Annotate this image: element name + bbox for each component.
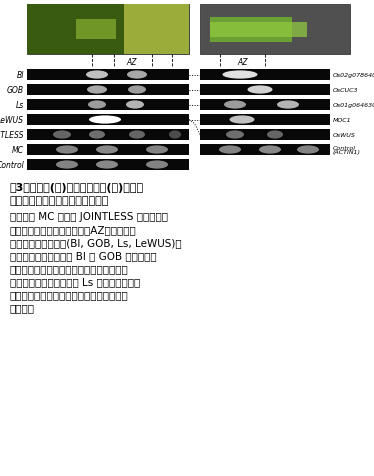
Bar bbox=[27, 145, 189, 156]
Text: 形成部特異的発現遗伝子の共通性: 形成部特異的発現遗伝子の共通性 bbox=[10, 196, 109, 206]
Ellipse shape bbox=[146, 146, 168, 154]
Bar bbox=[200, 130, 330, 141]
Text: 図3　トマト(左)と脱粒型イネ(右)の離層: 図3 トマト(左)と脱粒型イネ(右)の離層 bbox=[10, 183, 144, 193]
Bar bbox=[124, 5, 189, 55]
Ellipse shape bbox=[224, 101, 246, 109]
Text: トマト MC および JOINTLESS に制御され: トマト MC および JOINTLESS に制御され bbox=[10, 211, 168, 221]
Text: 見出された。このうち Bl と GOB について、: 見出された。このうち Bl と GOB について、 bbox=[10, 250, 157, 260]
Ellipse shape bbox=[219, 146, 241, 154]
Bar bbox=[200, 145, 330, 156]
Bar bbox=[27, 100, 189, 111]
Ellipse shape bbox=[96, 146, 118, 154]
Bar bbox=[27, 5, 189, 55]
Text: イネの相同遗伝子も果梗離層部で特異的に: イネの相同遗伝子も果梗離層部で特異的に bbox=[10, 263, 129, 273]
Ellipse shape bbox=[146, 161, 168, 169]
Bar bbox=[27, 130, 189, 141]
Ellipse shape bbox=[96, 161, 118, 169]
Text: JOINTLESS: JOINTLESS bbox=[0, 131, 24, 140]
Ellipse shape bbox=[56, 161, 78, 169]
Text: 発現が認められた。また Ls 相同遗伝子につ: 発現が認められた。また Ls 相同遗伝子につ bbox=[10, 277, 140, 287]
Bar bbox=[200, 5, 350, 55]
Text: いてもイネ離層で発現が認められるものが: いてもイネ離層で発現が認められるものが bbox=[10, 289, 129, 299]
Ellipse shape bbox=[259, 146, 281, 154]
Ellipse shape bbox=[297, 146, 319, 154]
Text: OsWUS: OsWUS bbox=[333, 133, 356, 138]
Text: 発現している遗伝子(Bl, GOB, Ls, LeWUS)が: 発現している遗伝子(Bl, GOB, Ls, LeWUS)が bbox=[10, 238, 182, 248]
Ellipse shape bbox=[87, 86, 107, 94]
Text: AZ: AZ bbox=[127, 58, 137, 67]
Text: LeWUS: LeWUS bbox=[0, 116, 24, 125]
Text: Control: Control bbox=[0, 161, 24, 169]
Text: Os01g0646300: Os01g0646300 bbox=[333, 103, 374, 108]
Ellipse shape bbox=[86, 71, 108, 79]
Bar bbox=[27, 85, 189, 96]
Ellipse shape bbox=[126, 101, 144, 109]
Bar bbox=[27, 70, 189, 81]
Ellipse shape bbox=[223, 71, 258, 79]
Text: Os02g0786400: Os02g0786400 bbox=[333, 73, 374, 78]
Ellipse shape bbox=[277, 101, 299, 109]
Ellipse shape bbox=[89, 131, 105, 139]
Bar bbox=[27, 115, 189, 126]
Text: Ls: Ls bbox=[16, 101, 24, 110]
Ellipse shape bbox=[53, 131, 71, 139]
Text: ている遗伝子の中に、離層（AZ）特異的に: ている遗伝子の中に、離層（AZ）特異的に bbox=[10, 225, 137, 235]
Ellipse shape bbox=[128, 86, 146, 94]
Ellipse shape bbox=[129, 131, 145, 139]
Text: MC: MC bbox=[12, 146, 24, 155]
Bar bbox=[27, 5, 124, 55]
Ellipse shape bbox=[248, 86, 273, 94]
Bar bbox=[210, 22, 307, 38]
Ellipse shape bbox=[267, 131, 283, 139]
Ellipse shape bbox=[226, 131, 244, 139]
Ellipse shape bbox=[88, 101, 106, 109]
Ellipse shape bbox=[56, 146, 78, 154]
Ellipse shape bbox=[169, 131, 181, 139]
Text: GOB: GOB bbox=[7, 86, 24, 95]
Bar bbox=[200, 85, 330, 96]
Bar bbox=[200, 115, 330, 126]
Text: OsCUC3: OsCUC3 bbox=[333, 88, 359, 93]
Bar bbox=[76, 20, 116, 40]
Bar bbox=[210, 18, 292, 42]
Text: Control
(ACTIN1): Control (ACTIN1) bbox=[333, 146, 361, 155]
Text: AZ: AZ bbox=[237, 58, 248, 67]
Bar bbox=[27, 159, 189, 170]
Bar bbox=[200, 70, 330, 81]
Ellipse shape bbox=[230, 116, 254, 124]
Text: MOC1: MOC1 bbox=[333, 118, 352, 123]
Ellipse shape bbox=[89, 116, 121, 124]
Text: Bl: Bl bbox=[16, 71, 24, 80]
Bar bbox=[200, 100, 330, 111]
Text: あった。: あった。 bbox=[10, 302, 35, 312]
Ellipse shape bbox=[127, 71, 147, 79]
